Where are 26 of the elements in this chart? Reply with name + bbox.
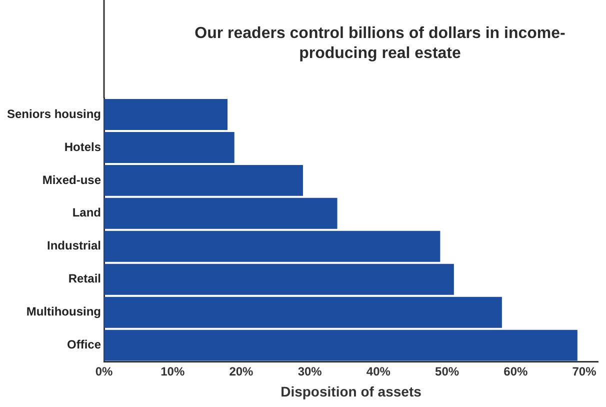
bar	[104, 198, 338, 229]
y-tick-label: Hotels	[64, 140, 102, 154]
y-tick-label: Land	[72, 206, 102, 220]
x-tick-label: 70%	[572, 364, 597, 378]
y-tick-label: Industrial	[46, 238, 102, 253]
x-tick-label: 50%	[435, 364, 460, 378]
bar	[104, 296, 502, 328]
bar	[104, 132, 234, 163]
x-tick-label: 60%	[504, 364, 528, 378]
bar	[104, 330, 578, 361]
chart-title: Our readers control billions of dollars in income-producing real estate	[194, 24, 566, 64]
x-tick-label: 10%	[160, 364, 185, 378]
x-axis-title: Disposition of assets	[280, 383, 422, 400]
x-tick-label: 20%	[229, 364, 254, 378]
y-tick-label: Multihousing	[26, 304, 102, 319]
x-tick-label: 40%	[366, 364, 391, 378]
bar	[104, 264, 454, 295]
bar	[104, 98, 228, 130]
bar	[104, 164, 303, 196]
y-tick-label: Office	[66, 338, 102, 352]
bar	[104, 230, 440, 262]
y-tick-label: Mixed-use	[42, 172, 102, 187]
x-tick-label: 0%	[95, 364, 114, 378]
x-tick-label: 30%	[298, 364, 322, 378]
y-tick-label: Seniors housing	[6, 106, 102, 121]
y-tick-label: Retail	[68, 272, 102, 286]
